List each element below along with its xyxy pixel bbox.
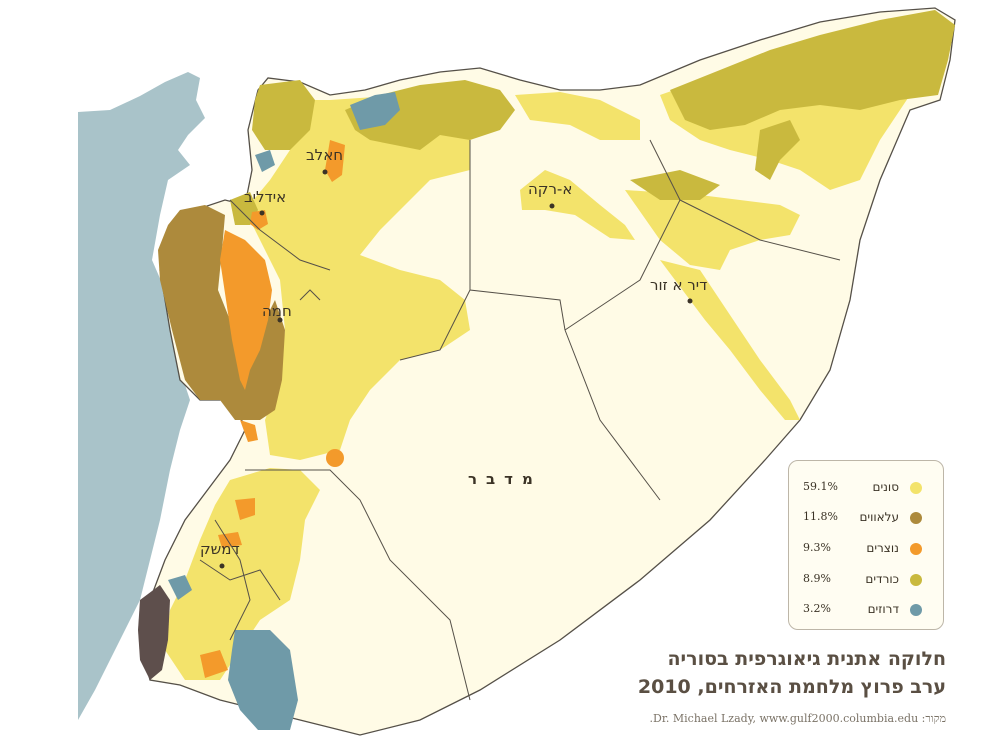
legend-item: כורדים 8.9% xyxy=(789,569,943,591)
kurdish-region-northeast xyxy=(670,10,955,130)
legend-swatch xyxy=(910,604,922,616)
legend-percent: 9.3% xyxy=(803,541,831,554)
druze-region-golan xyxy=(168,575,192,600)
legend-percent: 8.9% xyxy=(803,572,831,585)
sunni-region-south xyxy=(165,468,320,680)
map-title-line1: חלוקה אתנית גיאוגרפית בסוריה xyxy=(667,648,947,670)
christian-aleppo xyxy=(325,140,345,182)
city-label-damascus: דמשק xyxy=(200,540,240,558)
druze-idlib-area xyxy=(255,150,275,172)
christian-south-3 xyxy=(200,650,228,678)
city-label-hama: חמה xyxy=(262,302,292,320)
city-dot-aleppo xyxy=(322,169,328,175)
city-dot-hama xyxy=(277,317,283,323)
sunni-region-east xyxy=(515,92,640,140)
city-label-aleppo: חאלב xyxy=(306,146,344,164)
legend-item: עלאווים 11.8% xyxy=(789,507,943,529)
legend-item: סונים 59.1% xyxy=(789,477,943,499)
legend-label: עלאווים xyxy=(859,510,899,524)
kurdish-spur-2 xyxy=(630,170,720,200)
legend-percent: 59.1% xyxy=(803,480,838,493)
legend-label: נוצרים xyxy=(866,541,899,555)
legend-percent: 3.2% xyxy=(803,602,831,615)
sunni-euphrates xyxy=(625,190,800,270)
legend-item: דרוזים 3.2% xyxy=(789,599,943,621)
city-dots xyxy=(219,169,693,569)
city-dot-raqqa xyxy=(549,203,555,209)
sunni-deir xyxy=(660,260,800,420)
christian-south-1 xyxy=(235,498,255,520)
other-group-region xyxy=(138,585,170,680)
legend-swatch xyxy=(910,543,922,555)
legend-label: סונים xyxy=(872,480,899,494)
christian-region-hama xyxy=(220,230,272,390)
city-label-deir: דיר א זור xyxy=(650,276,708,294)
legend-label: דרוזים xyxy=(867,602,899,616)
city-dot-deir xyxy=(687,298,693,304)
city-dot-damascus xyxy=(219,563,225,569)
legend-swatch xyxy=(910,482,922,494)
desert-label: מדבר xyxy=(468,470,542,488)
city-dot-idlib xyxy=(259,210,265,216)
christian-homs xyxy=(326,449,344,467)
mediterranean-sea xyxy=(78,72,205,720)
christian-wadi xyxy=(240,420,258,442)
city-label-raqqa: א-רקה xyxy=(528,180,573,198)
governorate-borders xyxy=(199,139,841,701)
map-title-line2: ערב פרוץ מלחמת האזרחים, 2010 xyxy=(637,676,946,698)
legend-percent: 11.8% xyxy=(803,510,838,523)
druze-aleppo-area xyxy=(350,92,400,130)
legend-swatch xyxy=(910,512,922,524)
legend-item: נוצרים 9.3% xyxy=(789,538,943,560)
legend-swatch xyxy=(910,574,922,586)
city-label-idlib: אידליב xyxy=(244,188,287,206)
sunni-raqqa xyxy=(520,170,635,240)
alawite-region xyxy=(158,205,285,420)
kurdish-region-northwest xyxy=(252,80,315,150)
kurdish-idlib xyxy=(230,192,258,225)
sunni-region-west xyxy=(245,96,470,460)
kurdish-spur-1 xyxy=(755,120,800,180)
druze-region-jabal xyxy=(228,630,298,730)
legend: סונים 59.1% עלאווים 11.8% נוצרים 9.3% כו… xyxy=(788,460,944,630)
legend-label: כורדים xyxy=(865,572,899,586)
source-credit: מקור: Dr. Michael Lzady, www.gulf2000.co… xyxy=(649,712,946,725)
christian-south-2 xyxy=(218,532,242,548)
